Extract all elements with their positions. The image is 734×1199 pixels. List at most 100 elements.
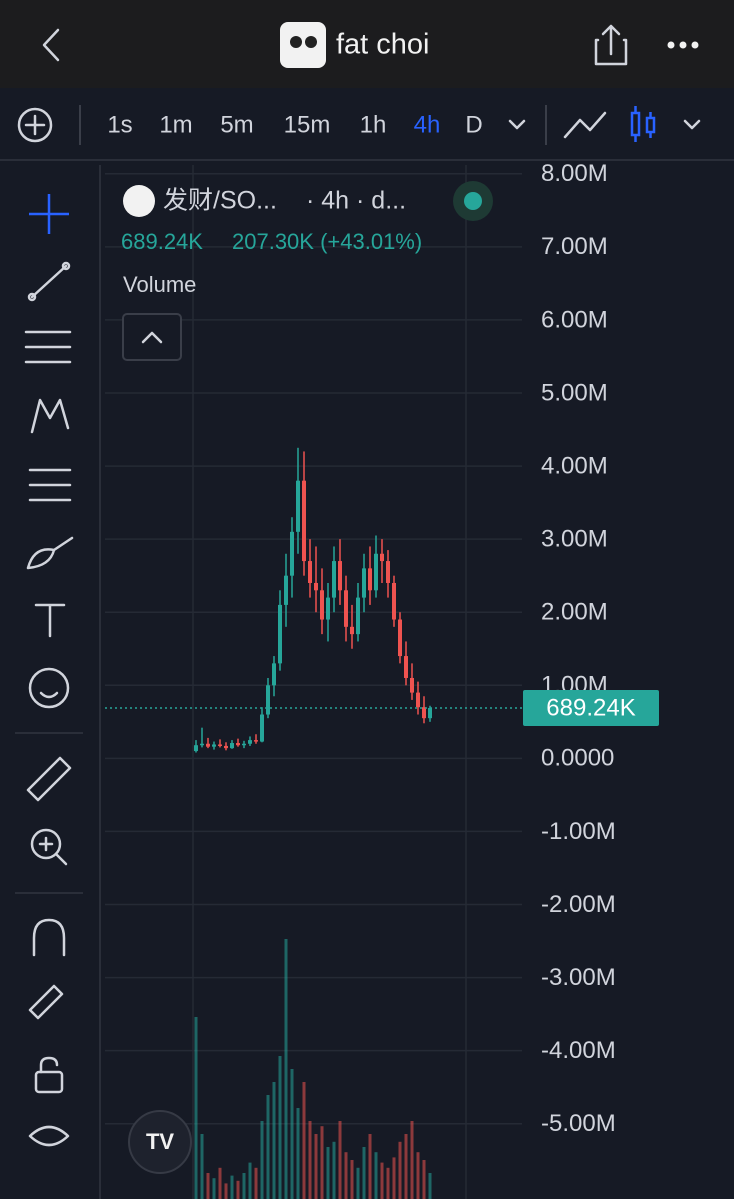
back-button[interactable] xyxy=(42,28,60,62)
fib-tool[interactable] xyxy=(28,468,72,502)
volume-bar xyxy=(422,1160,426,1199)
candle-body xyxy=(290,531,294,576)
candle-body xyxy=(272,663,276,686)
candle-chart-button[interactable] xyxy=(630,106,656,142)
more-button[interactable] xyxy=(667,41,699,49)
candle-body xyxy=(266,685,270,715)
interval-dropdown[interactable] xyxy=(508,119,526,130)
y-tick-label: 0.0000 xyxy=(541,745,614,772)
candle-body xyxy=(410,677,414,693)
emoji-tool[interactable] xyxy=(28,667,70,709)
lock-drawings-tool[interactable] xyxy=(28,984,64,1020)
volume-bar xyxy=(326,1147,330,1199)
interval-button[interactable]: 15m xyxy=(284,111,331,138)
candle-body xyxy=(416,692,420,708)
volume-bar xyxy=(356,1167,360,1199)
candle-body xyxy=(362,568,366,598)
toolbar xyxy=(0,88,734,160)
candle-body xyxy=(230,743,234,749)
collapse-button[interactable] xyxy=(122,313,182,361)
interval-button[interactable]: 4h xyxy=(414,111,441,138)
y-tick-label: 8.00M xyxy=(541,160,608,187)
candle-body xyxy=(224,745,228,749)
volume-bar xyxy=(374,1152,378,1199)
candle-body xyxy=(338,561,342,591)
volume-bar xyxy=(350,1160,354,1199)
volume-bar xyxy=(308,1121,312,1199)
candle-body xyxy=(386,561,390,583)
candle-body xyxy=(350,626,354,635)
zoom-tool[interactable] xyxy=(30,828,68,866)
candle-body xyxy=(332,561,336,598)
avatar xyxy=(280,22,326,68)
y-tick-label: 7.00M xyxy=(541,233,608,260)
interval-button[interactable]: 5m xyxy=(220,111,253,138)
volume-bar xyxy=(260,1121,264,1199)
crosshair-tool[interactable] xyxy=(29,194,69,234)
volume-bar xyxy=(368,1134,372,1199)
candle-body xyxy=(320,590,324,620)
candle-body xyxy=(356,597,360,635)
interval-button[interactable]: 1s xyxy=(107,111,132,138)
lock-tool[interactable] xyxy=(34,1056,64,1094)
candle-body xyxy=(278,604,282,664)
volume-bar xyxy=(404,1134,408,1199)
title: fat choi xyxy=(336,29,430,61)
candle-body xyxy=(422,707,426,719)
candle-body xyxy=(254,740,258,742)
chart-type-dropdown[interactable] xyxy=(683,119,701,130)
last-price-tag xyxy=(523,689,659,726)
text-tool[interactable] xyxy=(34,603,66,638)
candle-body xyxy=(248,740,252,744)
candle-body xyxy=(212,744,216,747)
y-tick-label: 6.00M xyxy=(541,306,608,333)
y-tick-label: -4.00M xyxy=(541,1037,616,1064)
drawing-tools xyxy=(15,194,83,1147)
lines-tool[interactable] xyxy=(24,330,72,364)
volume-bar xyxy=(392,1157,396,1199)
volume-bar xyxy=(248,1162,252,1199)
y-tick-label: 3.00M xyxy=(541,525,608,552)
status-dot xyxy=(464,192,482,210)
pattern-tool[interactable] xyxy=(30,398,70,434)
legend-price: 689.24K xyxy=(121,229,203,254)
candle-body xyxy=(344,590,348,627)
volume-bar xyxy=(332,1141,336,1199)
volume-bar xyxy=(278,1056,282,1199)
candle-body xyxy=(374,553,378,591)
visibility-tool[interactable] xyxy=(28,1125,70,1147)
candle-body xyxy=(206,743,210,747)
symbol-icon xyxy=(123,185,155,217)
trendline-tool[interactable] xyxy=(27,261,71,302)
candle-body xyxy=(218,744,222,746)
interval-button[interactable]: 1m xyxy=(159,111,192,138)
collapse-icon xyxy=(141,331,163,344)
volume-bar xyxy=(206,1173,210,1199)
volume-bar xyxy=(302,1082,306,1199)
volume-bar xyxy=(254,1167,258,1199)
symbol: 发财/SO... xyxy=(163,187,277,215)
magnet-tool[interactable] xyxy=(32,918,66,957)
volume-bar xyxy=(242,1173,246,1199)
share-button[interactable] xyxy=(594,24,628,66)
volume-bar xyxy=(362,1147,366,1199)
volume-bar xyxy=(224,1183,228,1199)
line-chart-button[interactable] xyxy=(563,111,607,139)
volume-bar xyxy=(398,1141,402,1199)
ruler-tool[interactable] xyxy=(26,756,72,802)
candle-body xyxy=(326,597,330,620)
brush-tool[interactable] xyxy=(26,536,74,570)
y-tick-label: -5.00M xyxy=(541,1110,616,1137)
volume-bar xyxy=(200,1134,204,1199)
volume-bar xyxy=(338,1121,342,1199)
volume-bar xyxy=(314,1134,318,1199)
interval-button[interactable]: 1h xyxy=(360,111,387,138)
candle-body xyxy=(296,480,300,532)
y-tick-label: 5.00M xyxy=(541,379,608,406)
add-indicator[interactable] xyxy=(17,107,53,143)
candle-body xyxy=(284,575,288,605)
interval-button[interactable]: D xyxy=(465,111,482,138)
y-tick-label: -1.00M xyxy=(541,818,616,845)
tradingview-logo[interactable] xyxy=(128,1110,192,1174)
candle-body xyxy=(380,553,384,562)
